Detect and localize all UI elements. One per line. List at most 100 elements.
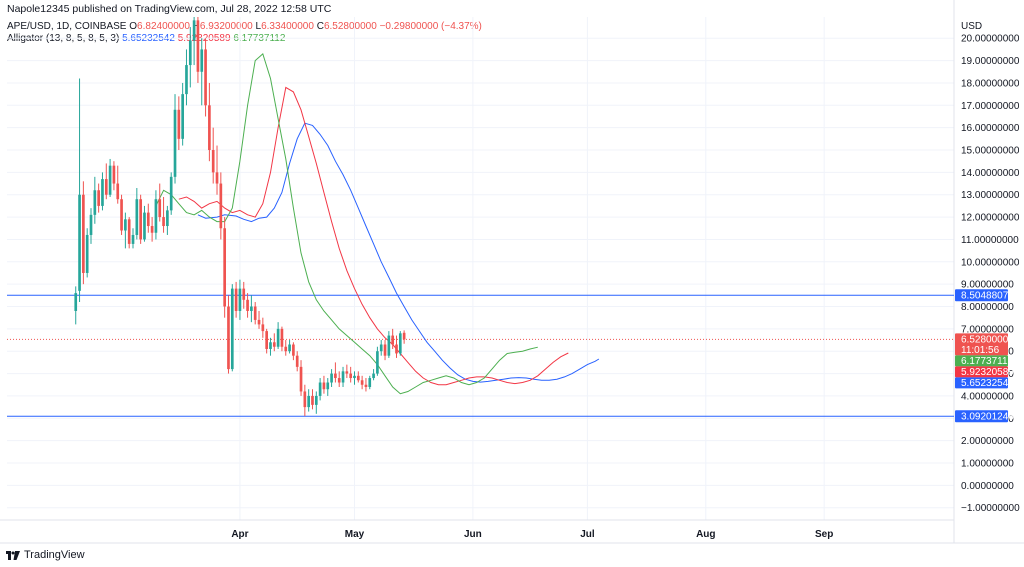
plot-area xyxy=(7,17,954,417)
brand-label: TradingView xyxy=(24,549,85,561)
teeth-price-badge: 5.92320589 xyxy=(955,366,1014,378)
y-tick-label: 12.00000000 xyxy=(961,213,1020,224)
candle xyxy=(223,217,226,318)
open-label: O xyxy=(129,21,138,32)
candle xyxy=(120,194,123,235)
candle-body xyxy=(379,344,383,352)
y-tick-label: 17.00000000 xyxy=(961,101,1020,112)
x-tick-label: Jun xyxy=(464,529,482,540)
currency-label: USD xyxy=(961,21,982,32)
hline-price-badge: 3.09201246 xyxy=(955,410,1014,423)
candle xyxy=(185,49,188,106)
ohlc-legend: APE/USD, 1D, COINBASE O6.82400000 H6.932… xyxy=(7,21,482,32)
candle-body xyxy=(215,172,219,184)
high-value: 6.93200000 xyxy=(199,21,253,32)
candle xyxy=(97,183,100,213)
candle-body xyxy=(120,199,123,231)
candle xyxy=(265,328,268,354)
candle xyxy=(261,317,265,338)
candle xyxy=(127,217,131,249)
candle-body xyxy=(341,371,345,383)
x-tick-label: Jul xyxy=(580,529,595,540)
candle-body xyxy=(368,378,372,387)
candle xyxy=(272,333,276,352)
candle xyxy=(269,337,272,356)
candle xyxy=(131,228,135,249)
candle-body xyxy=(280,328,284,347)
candle-body xyxy=(85,234,89,273)
candle-body xyxy=(356,375,360,381)
candle xyxy=(376,346,379,376)
lips-price-badge-text: 6.17737112 xyxy=(961,356,1014,367)
y-tick-label: 14.00000000 xyxy=(961,168,1020,179)
candle xyxy=(124,212,127,249)
y-tick-label: 4.00000000 xyxy=(961,391,1014,402)
y-tick-label: 18.00000000 xyxy=(961,78,1020,89)
candle xyxy=(246,293,249,318)
candle-body xyxy=(257,319,261,325)
y-tick-label: 20.00000000 xyxy=(961,34,1020,45)
candle-body xyxy=(227,306,230,370)
candle xyxy=(116,165,120,204)
candle xyxy=(379,340,383,356)
x-tick-label: Aug xyxy=(696,529,715,540)
candle xyxy=(383,340,387,361)
candle xyxy=(143,205,146,242)
candle-body xyxy=(208,105,211,151)
y-tick-label: 1.00000000 xyxy=(961,458,1014,469)
candle-body xyxy=(154,199,158,233)
candle-body xyxy=(173,109,177,177)
candle xyxy=(227,295,230,374)
candle xyxy=(311,389,314,410)
candle-body xyxy=(272,342,276,347)
candle-body xyxy=(303,391,307,408)
candle-body xyxy=(204,49,207,106)
candle xyxy=(93,176,97,224)
candle xyxy=(284,340,288,356)
candle-body xyxy=(192,20,196,41)
candle xyxy=(211,127,215,184)
candle-body xyxy=(326,382,330,390)
tradingview-logo-icon xyxy=(6,550,20,560)
close-label: C xyxy=(316,21,324,32)
y-tick-label: 11.00000000 xyxy=(961,235,1019,246)
y-tick-label: −1.00000000 xyxy=(961,503,1020,514)
candle xyxy=(196,17,200,83)
candle-body xyxy=(188,40,192,66)
candle-body xyxy=(185,65,188,95)
candle-body xyxy=(253,306,257,320)
candle xyxy=(250,295,253,323)
jaw-price-badge: 5.65232542 xyxy=(955,377,1014,389)
hline-price-badge: 8.50488071 xyxy=(955,289,1014,302)
candle-body xyxy=(127,219,131,244)
candle xyxy=(101,172,104,211)
candle xyxy=(356,371,360,383)
hline-price-badge-bg xyxy=(955,289,1008,302)
candle xyxy=(341,366,345,387)
candle xyxy=(162,196,165,233)
teeth-price-badge-bg xyxy=(955,366,1008,378)
candle xyxy=(402,330,406,344)
candle-body xyxy=(360,380,364,385)
candle xyxy=(173,94,177,184)
y-tick-label: 19.00000000 xyxy=(961,56,1020,67)
candle-body xyxy=(223,228,226,307)
candle xyxy=(288,340,291,354)
candle-body xyxy=(219,183,223,229)
candle xyxy=(234,281,238,318)
candle xyxy=(154,190,158,240)
candle-body xyxy=(330,373,333,383)
candle-body xyxy=(387,335,391,356)
candle xyxy=(257,310,261,329)
countdown-timer: 11:01:56 xyxy=(961,345,1000,356)
candle xyxy=(219,172,223,240)
candle-body xyxy=(345,371,349,374)
candle xyxy=(307,389,311,412)
candle xyxy=(280,326,284,352)
candle xyxy=(208,82,211,162)
candle xyxy=(230,284,234,372)
candle xyxy=(177,96,181,151)
candle xyxy=(238,279,242,320)
candle xyxy=(353,371,356,385)
